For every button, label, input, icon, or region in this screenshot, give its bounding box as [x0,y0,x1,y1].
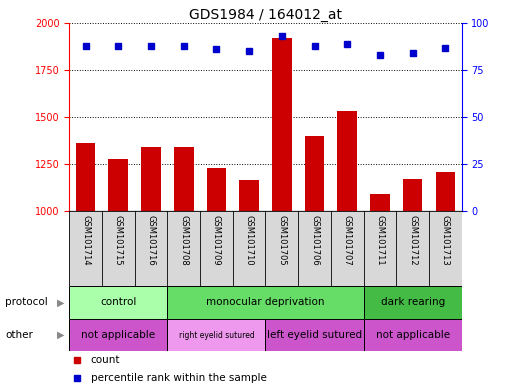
Bar [76,144,95,211]
Bar [69,319,167,351]
Bar [174,147,193,211]
Text: GSM101705: GSM101705 [278,215,286,266]
Text: GSM101710: GSM101710 [245,215,253,266]
Bar [167,319,266,351]
Bar [403,179,422,211]
Text: count: count [91,356,121,366]
Text: right eyelid sutured: right eyelid sutured [179,331,254,339]
Text: GSM101715: GSM101715 [114,215,123,266]
Bar [436,172,455,211]
Text: monocular deprivation: monocular deprivation [206,297,325,308]
Text: dark rearing: dark rearing [381,297,445,308]
Text: ▶: ▶ [56,330,64,340]
Bar [141,147,161,211]
Text: GSM101714: GSM101714 [81,215,90,266]
Bar [272,38,291,211]
Text: not applicable: not applicable [81,330,155,340]
Text: GSM101716: GSM101716 [147,215,155,266]
Text: other: other [5,330,33,340]
Bar [69,286,167,319]
Text: GSM101706: GSM101706 [310,215,319,266]
Text: left eyelid sutured: left eyelid sutured [267,330,362,340]
Bar [338,111,357,211]
Bar [207,168,226,211]
Text: GSM101711: GSM101711 [376,215,384,266]
Bar [239,180,259,211]
Bar [167,286,364,319]
Bar [265,319,364,351]
Bar [370,194,390,211]
Text: control: control [100,297,136,308]
Text: GSM101712: GSM101712 [408,215,417,266]
Text: GSM101713: GSM101713 [441,215,450,266]
Text: ▶: ▶ [56,297,64,308]
Text: percentile rank within the sample: percentile rank within the sample [91,373,267,383]
Text: GSM101708: GSM101708 [179,215,188,266]
Text: not applicable: not applicable [376,330,450,340]
Text: protocol: protocol [5,297,48,308]
Bar [364,286,462,319]
Bar [364,319,462,351]
Text: GSM101707: GSM101707 [343,215,352,266]
Bar [305,136,324,211]
Bar [109,159,128,211]
Title: GDS1984 / 164012_at: GDS1984 / 164012_at [189,8,342,22]
Text: GSM101709: GSM101709 [212,215,221,266]
